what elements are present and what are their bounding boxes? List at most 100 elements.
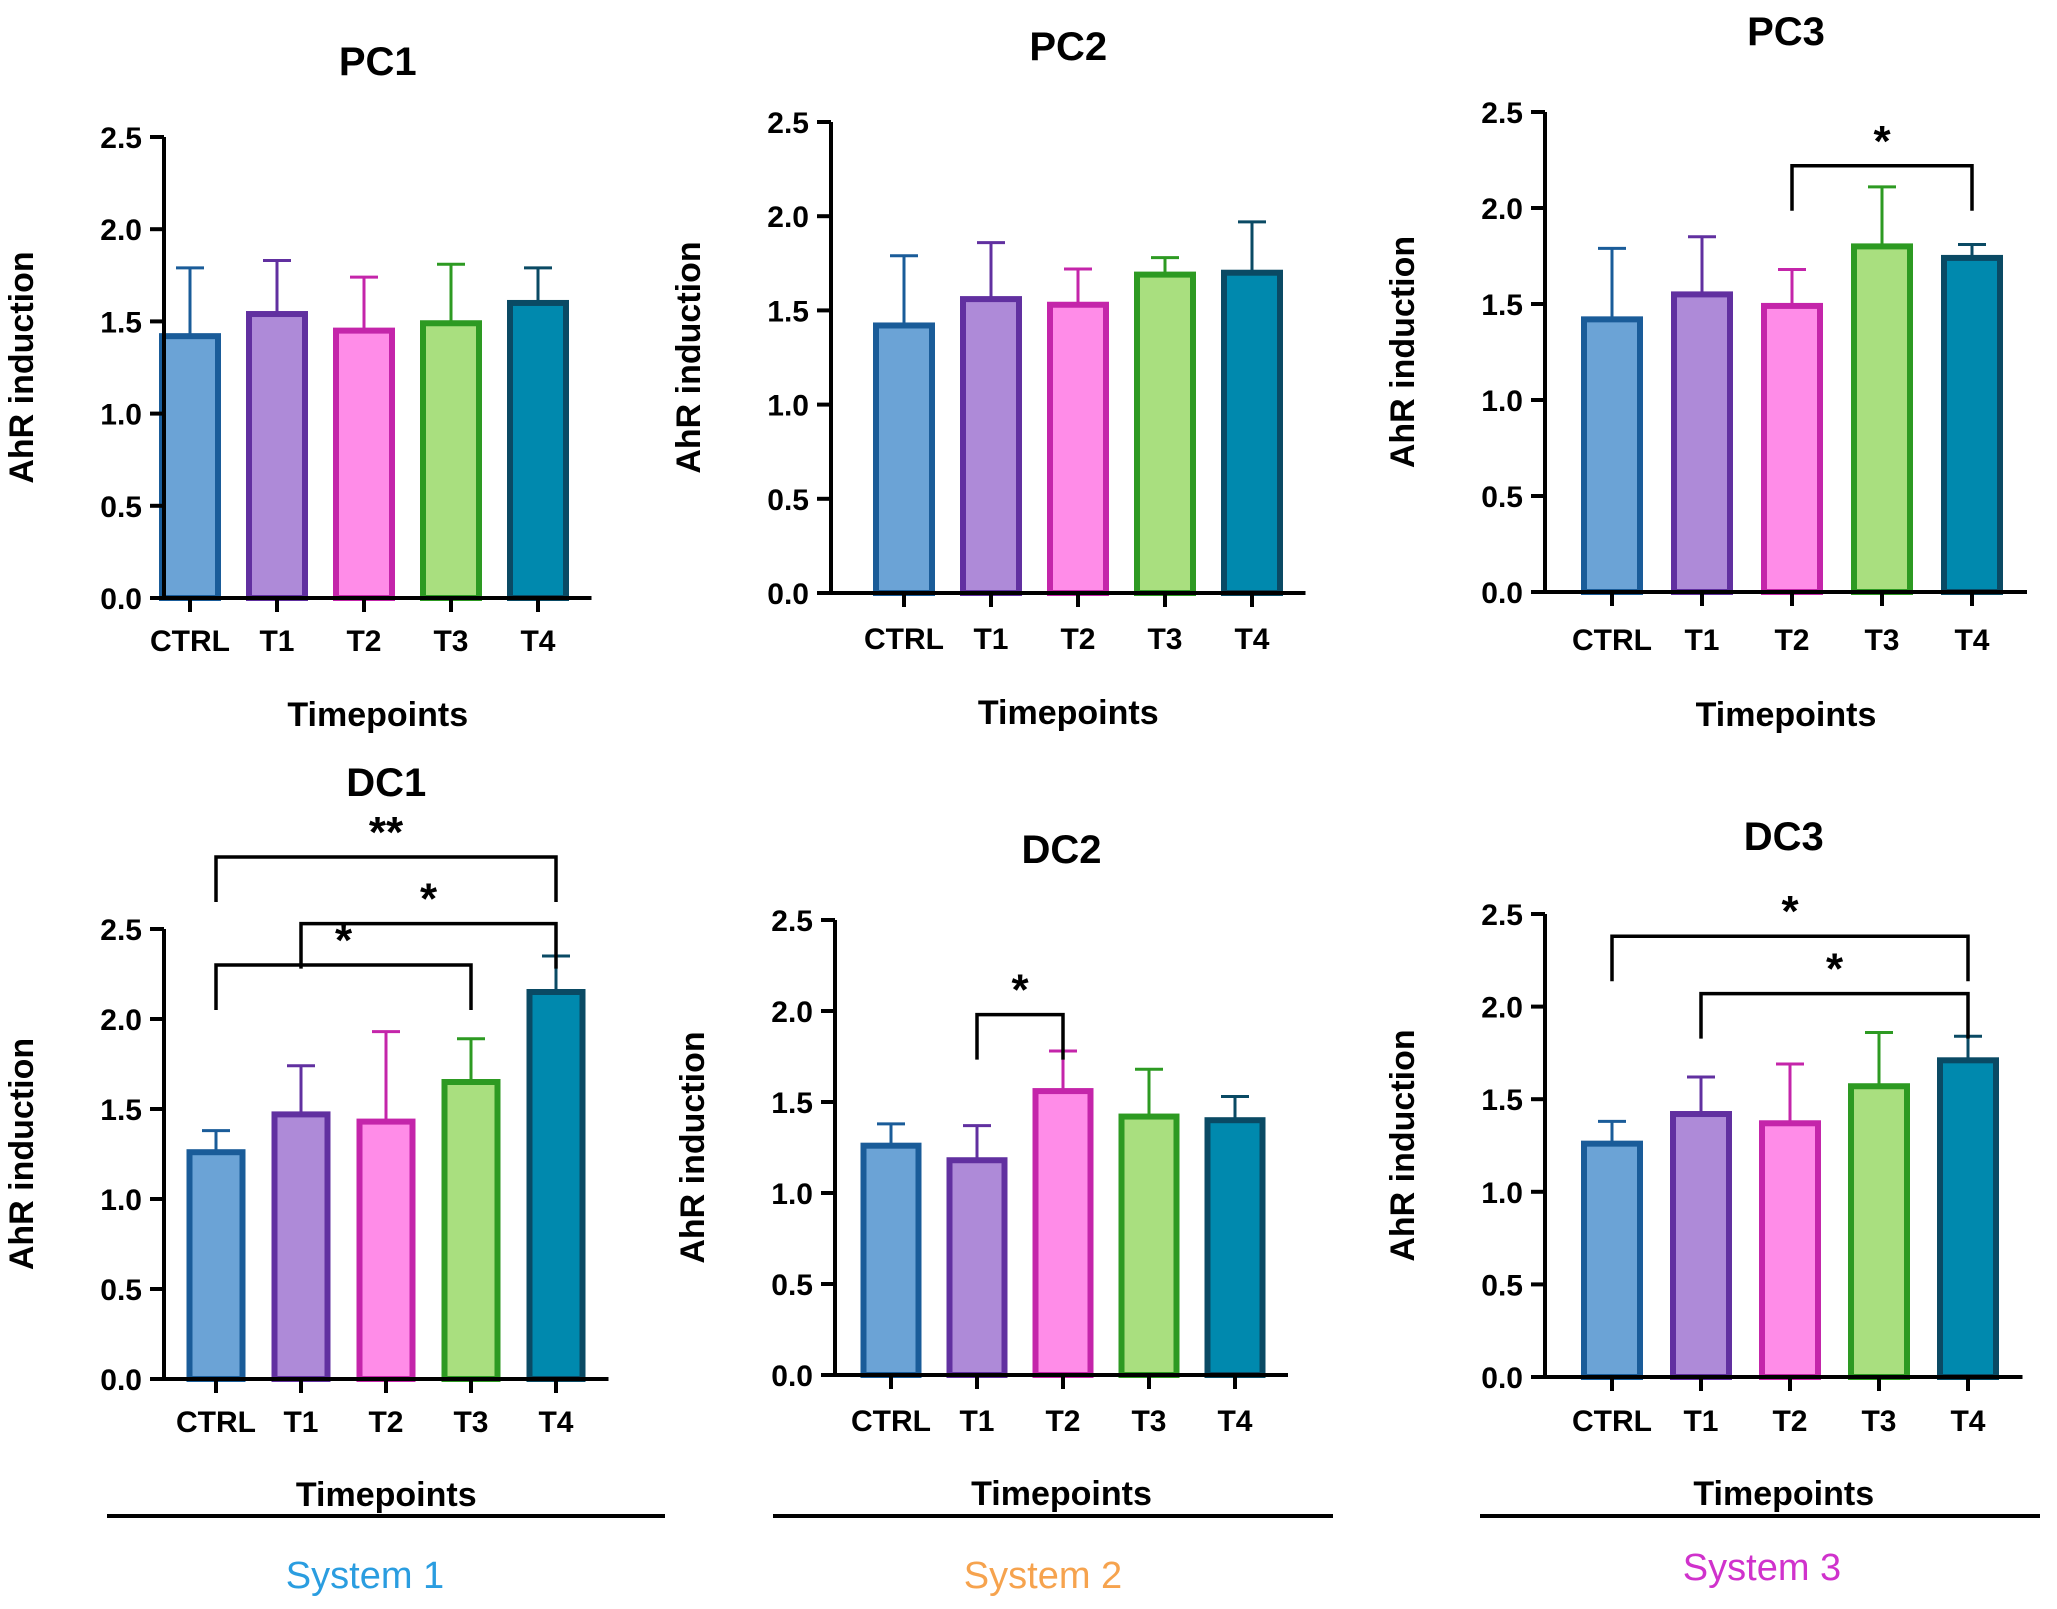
x-tick-label: T1 bbox=[959, 1405, 994, 1438]
bar-ctrl bbox=[860, 1142, 922, 1379]
bar-t1 bbox=[1671, 291, 1733, 595]
x-axis-label: Timepoints bbox=[296, 1476, 477, 1514]
x-tick-label: T3 bbox=[1147, 623, 1182, 656]
x-tick-label: CTRL bbox=[1572, 1405, 1652, 1438]
y-tick-label: 0.5 bbox=[771, 1269, 813, 1302]
chart-panel-dc2: DC2 AhR induction 0.0 0.5 1.0 1.5 2.0 2.5 CTRL T1… bbox=[674, 828, 1288, 1513]
x-axis-label: Timepoints bbox=[971, 1475, 1152, 1513]
y-tick-label: 2.5 bbox=[100, 122, 142, 155]
bar-t2 bbox=[356, 1118, 416, 1382]
y-tick-label: 0.5 bbox=[100, 491, 142, 524]
y-tick-label: 1.0 bbox=[771, 1178, 813, 1211]
x-tick-label: T3 bbox=[433, 625, 468, 658]
y-axis-label: AhR induction bbox=[670, 241, 708, 473]
x-tick-label: T3 bbox=[1864, 624, 1899, 657]
y-tick-label: 2.0 bbox=[100, 214, 142, 247]
x-axis-label: Timepoints bbox=[978, 694, 1159, 732]
x-tick-label: T1 bbox=[1683, 1405, 1718, 1438]
chart-title: DC2 bbox=[1021, 828, 1101, 872]
bar-t2 bbox=[1761, 302, 1823, 595]
system-label-1: System 1 bbox=[286, 1555, 444, 1597]
bar-t4 bbox=[1221, 269, 1283, 596]
significance-label: * bbox=[1781, 887, 1799, 936]
y-tick-label: 0.5 bbox=[100, 1274, 142, 1307]
x-tick-label: T2 bbox=[1774, 624, 1809, 657]
y-tick-label: 2.5 bbox=[771, 905, 813, 938]
x-tick-label: T4 bbox=[520, 625, 555, 658]
y-tick-label: 0.0 bbox=[100, 1364, 142, 1397]
x-tick-label: T4 bbox=[1217, 1405, 1252, 1438]
chart-panel-pc1: PC1 AhR induction 0.0 0.5 1.0 1.5 2.0 2.5 CTRL T1… bbox=[3, 40, 592, 734]
x-tick-label: T3 bbox=[1131, 1405, 1166, 1438]
x-tick-label: T2 bbox=[368, 1406, 403, 1439]
y-tick-label: 2.0 bbox=[100, 1004, 142, 1037]
bar-t1 bbox=[1670, 1111, 1732, 1380]
y-tick-label: 0.0 bbox=[1481, 1362, 1523, 1395]
chart-title: DC3 bbox=[1744, 815, 1824, 859]
x-axis-label: Timepoints bbox=[1693, 1475, 1874, 1513]
y-tick-label: 2.0 bbox=[1481, 992, 1523, 1025]
significance-label: * bbox=[335, 916, 353, 965]
y-tick-label: 0.0 bbox=[767, 578, 809, 611]
significance-label: * bbox=[1873, 117, 1891, 166]
y-tick-label: 1.5 bbox=[767, 295, 809, 328]
system-label-3: System 3 bbox=[1683, 1547, 1841, 1589]
bar-t2 bbox=[1047, 301, 1109, 596]
bar-ctrl bbox=[186, 1149, 246, 1382]
chart-panel-pc3: PC3 AhR induction 0.0 0.5 1.0 1.5 2.0 2.5 CTRL T1… bbox=[1384, 10, 2027, 734]
y-tick-label: 1.5 bbox=[100, 1094, 142, 1127]
significance-label: ** bbox=[369, 808, 404, 857]
bar-t4 bbox=[507, 299, 569, 601]
x-tick-label: T4 bbox=[1954, 624, 1989, 657]
bar-t2 bbox=[1032, 1088, 1094, 1378]
x-tick-label: T3 bbox=[453, 1406, 488, 1439]
bar-t1 bbox=[271, 1111, 331, 1383]
bar-ctrl bbox=[873, 322, 935, 596]
bar-t2 bbox=[333, 327, 395, 601]
significance-bracket bbox=[1790, 164, 1974, 211]
chart-panel-dc3: DC3 AhR induction 0.0 0.5 1.0 1.5 2.0 2.5 CTRL T1… bbox=[1384, 815, 2023, 1513]
bar-t3 bbox=[1118, 1113, 1180, 1379]
y-axis-label: AhR induction bbox=[674, 1031, 712, 1263]
x-tick-label: T1 bbox=[973, 623, 1008, 656]
y-tick-label: 0.0 bbox=[771, 1360, 813, 1393]
significance-bracket bbox=[1610, 934, 1970, 982]
bar-t1 bbox=[946, 1157, 1008, 1378]
chart-title: PC2 bbox=[1029, 25, 1107, 69]
y-axis-label: AhR induction bbox=[1384, 1029, 1422, 1261]
y-tick-label: 2.0 bbox=[767, 201, 809, 234]
x-tick-label: CTRL bbox=[150, 625, 230, 658]
significance-label: * bbox=[420, 875, 438, 924]
y-tick-label: 0.5 bbox=[767, 484, 809, 517]
y-tick-label: 1.0 bbox=[100, 399, 142, 432]
y-tick-label: 0.5 bbox=[1481, 1269, 1523, 1302]
chart-panel-dc1: DC1 AhR induction 0.0 0.5 1.0 1.5 2.0 2.5 CTRL T1… bbox=[3, 761, 609, 1514]
y-tick-label: 1.5 bbox=[1481, 289, 1523, 322]
y-tick-label: 2.5 bbox=[1481, 97, 1523, 130]
significance-bracket bbox=[214, 855, 558, 902]
y-tick-label: 2.5 bbox=[767, 107, 809, 140]
x-tick-label: T3 bbox=[1861, 1405, 1896, 1438]
y-tick-label: 0.5 bbox=[1481, 481, 1523, 514]
y-axis-label: AhR induction bbox=[3, 251, 41, 483]
x-tick-label: CTRL bbox=[176, 1406, 256, 1439]
bar-t3 bbox=[441, 1079, 501, 1382]
y-tick-label: 1.5 bbox=[100, 306, 142, 339]
significance-bracket bbox=[299, 921, 558, 969]
bar-ctrl bbox=[159, 333, 221, 601]
x-tick-label: T1 bbox=[1684, 624, 1719, 657]
chart-panel-pc2: PC2 AhR induction 0.0 0.5 1.0 1.5 2.0 2.5 CTRL T1… bbox=[670, 25, 1306, 732]
x-tick-label: CTRL bbox=[1572, 624, 1652, 657]
x-tick-label: T2 bbox=[1060, 623, 1095, 656]
significance-bracket bbox=[975, 1012, 1065, 1060]
chart-title: DC1 bbox=[346, 761, 426, 805]
bar-t3 bbox=[1134, 271, 1196, 596]
bar-t4 bbox=[526, 989, 586, 1382]
x-tick-label: T1 bbox=[283, 1406, 318, 1439]
bar-ctrl bbox=[1581, 1140, 1643, 1380]
x-tick-label: T2 bbox=[1045, 1405, 1080, 1438]
y-tick-label: 1.0 bbox=[767, 390, 809, 423]
y-tick-label: 0.0 bbox=[1481, 577, 1523, 610]
y-tick-label: 1.0 bbox=[1481, 385, 1523, 418]
